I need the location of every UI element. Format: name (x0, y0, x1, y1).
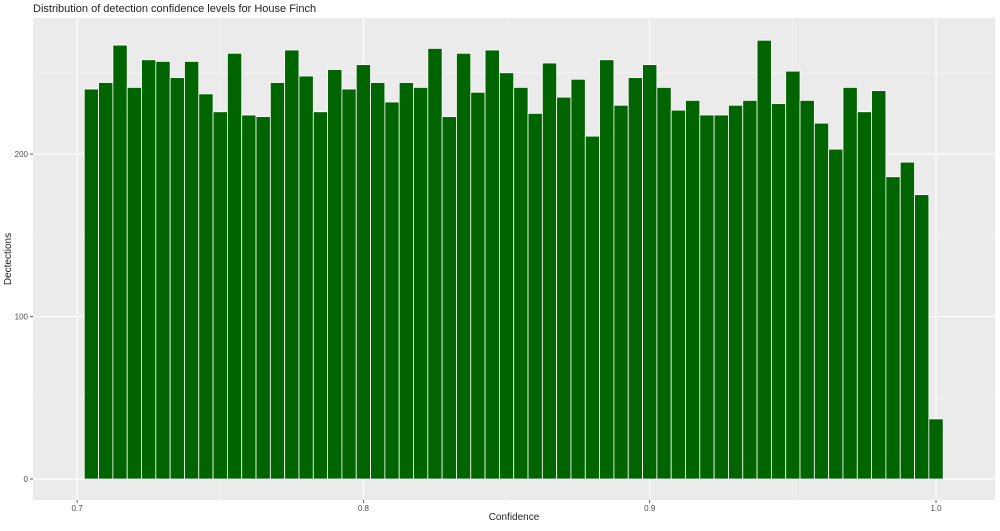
bar (670, 109, 686, 480)
bar (584, 135, 601, 480)
bar (828, 148, 844, 480)
bar (498, 72, 515, 480)
y-tick-label: 100 (15, 313, 29, 322)
bar (398, 82, 414, 480)
bar (656, 86, 672, 480)
bar (713, 114, 729, 480)
bar (155, 60, 171, 480)
bar (327, 69, 343, 480)
bar (685, 99, 701, 480)
bar (98, 82, 114, 480)
bar (312, 111, 329, 480)
bar (885, 176, 901, 480)
bar (599, 59, 615, 480)
bar (699, 114, 715, 480)
y-tick-label: 0 (24, 475, 29, 484)
bar (456, 52, 472, 480)
bar (370, 82, 386, 480)
bar (914, 194, 930, 480)
bar (284, 49, 300, 480)
bar (413, 86, 429, 480)
x-tick-label: 0.7 (72, 504, 84, 513)
bar (728, 104, 744, 480)
bar (756, 39, 772, 480)
bar (813, 122, 830, 480)
bar (141, 59, 157, 480)
bar (298, 75, 314, 480)
bar (83, 88, 99, 480)
bar (269, 82, 286, 480)
bar (842, 86, 858, 480)
x-axis-title: Confidence (489, 512, 540, 523)
x-tick-label: 1.0 (930, 504, 942, 513)
bar (227, 52, 243, 480)
bar (169, 77, 185, 480)
y-axis-title: Dectections (3, 233, 14, 285)
bar (212, 111, 228, 480)
bar (427, 47, 443, 480)
bar (441, 116, 457, 480)
bar (785, 70, 801, 480)
bar (484, 49, 500, 480)
bar (341, 88, 357, 480)
bar (928, 418, 944, 480)
bar (627, 77, 643, 480)
bar (355, 64, 371, 480)
y-tick-label: 200 (15, 150, 29, 159)
bar (527, 112, 543, 480)
x-tick-label: 0.8 (358, 504, 370, 513)
chart-title: Distribution of detection confidence lev… (33, 3, 316, 15)
bar (241, 114, 257, 480)
bar (470, 91, 486, 480)
bar (570, 78, 586, 480)
bar (198, 93, 214, 480)
bar (513, 86, 529, 480)
bar (384, 101, 400, 480)
bar (126, 86, 142, 480)
bar (255, 116, 271, 480)
x-tick-label: 0.9 (644, 504, 656, 513)
bar (556, 96, 572, 480)
bar (184, 60, 200, 480)
bar (613, 104, 629, 480)
bar (871, 90, 887, 480)
bar (742, 99, 758, 480)
bar (899, 161, 915, 480)
bar (642, 64, 658, 480)
bar (856, 111, 873, 480)
bar (112, 44, 128, 480)
bar (541, 62, 558, 480)
bar (770, 103, 787, 480)
bar (799, 99, 815, 480)
